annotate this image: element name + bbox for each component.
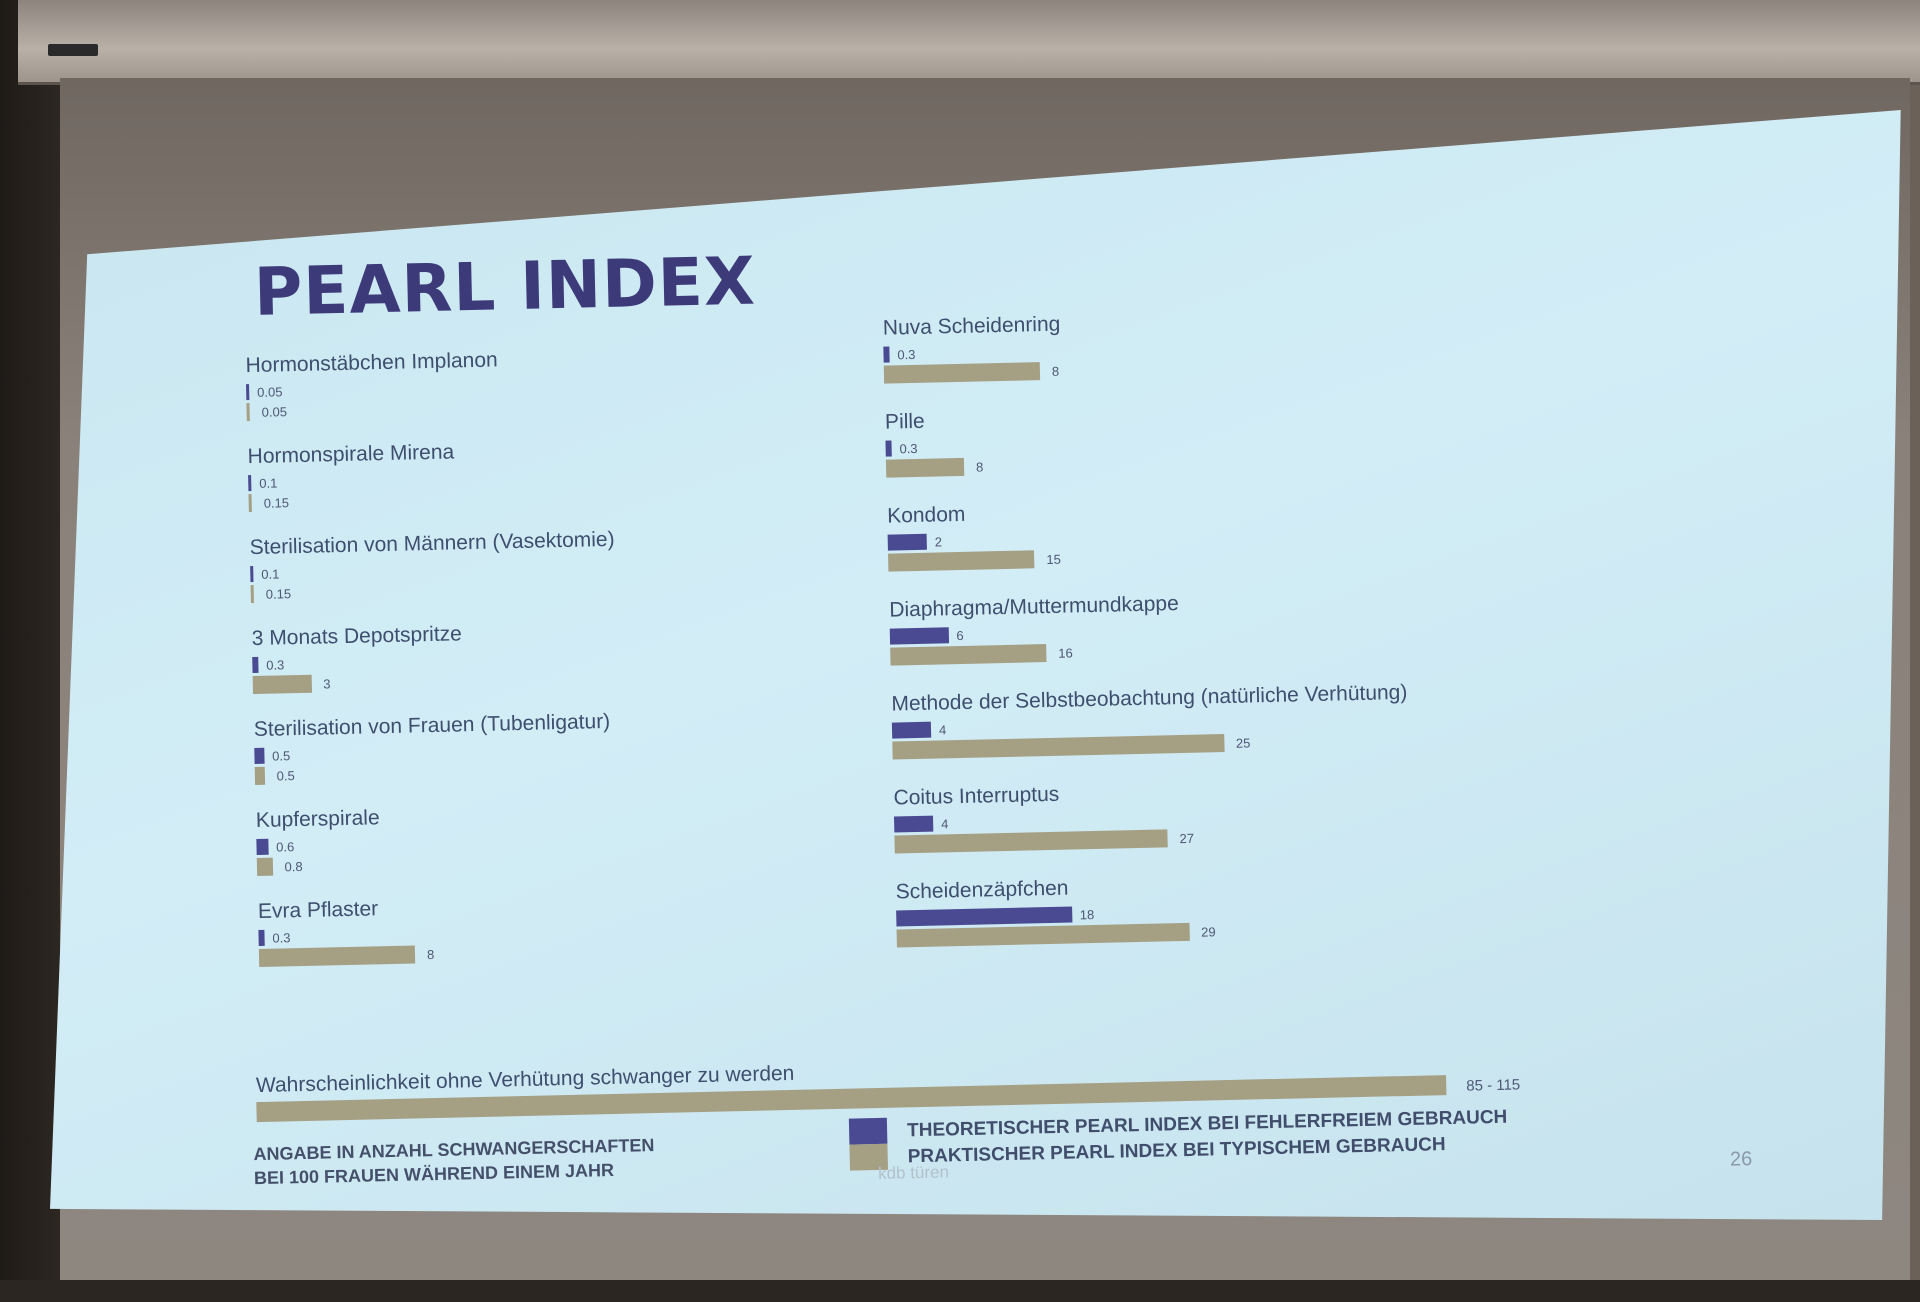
category-label: Hormonstäbchen Implanon <box>245 348 498 378</box>
bar-practical <box>246 403 250 422</box>
value-label-practical: 15 <box>1046 551 1062 568</box>
bar-practical <box>250 585 254 604</box>
bar-theoretical <box>887 533 927 551</box>
value-label-theoretical: 0.3 <box>272 930 291 946</box>
bar-theoretical <box>250 566 254 583</box>
bar-practical <box>883 362 1041 384</box>
value-label-theoretical: 0.3 <box>266 657 285 673</box>
value-label-practical: 0.15 <box>265 586 292 602</box>
value-label-theoretical: 4 <box>940 816 949 832</box>
bar-practical <box>888 550 1035 572</box>
bar-practical <box>896 922 1190 948</box>
bar-theoretical <box>896 906 1072 927</box>
bar-theoretical <box>246 384 250 401</box>
bar-practical <box>894 829 1168 854</box>
housing-logo <box>48 44 98 56</box>
value-label-theoretical: 2 <box>934 534 943 550</box>
bar-theoretical <box>893 815 934 833</box>
bar-theoretical <box>889 627 949 645</box>
bar-practical <box>885 457 965 478</box>
value-label-theoretical: 4 <box>938 722 947 738</box>
category-label: Nuva Scheidenring <box>882 312 1061 340</box>
value-label-practical: 8 <box>975 459 984 475</box>
bar-practical <box>258 945 416 967</box>
bar-practical <box>254 766 265 786</box>
category-label: Kondom <box>886 502 966 528</box>
value-label-theoretical: 6 <box>956 627 964 644</box>
category-label: Kupferspirale <box>255 806 380 833</box>
page-number: 26 <box>1729 1148 1753 1171</box>
value-label-theoretical: 0.05 <box>257 384 283 400</box>
bar-theoretical <box>891 721 932 739</box>
bar-theoretical <box>248 475 252 492</box>
value-label-theoretical: 0.1 <box>259 475 278 491</box>
bar-theoretical <box>883 346 890 363</box>
slide <box>50 110 1901 1220</box>
category-label: Evra Pflaster <box>257 897 379 923</box>
value-label-theoretical: 0.6 <box>276 839 295 855</box>
value-label-practical: 27 <box>1179 830 1195 847</box>
bar-theoretical <box>258 929 265 946</box>
value-label-theoretical: 0.5 <box>272 748 291 764</box>
value-label-practical: 0.05 <box>261 404 288 420</box>
value-label-practical: 8 <box>426 947 435 963</box>
bar-practical <box>256 857 273 877</box>
value-label-practical: 25 <box>1235 735 1251 751</box>
value-label-practical: 29 <box>1201 924 1216 940</box>
category-label: Coitus Interruptus <box>893 782 1060 810</box>
faint-watermark-text: kdb türen <box>877 1162 950 1183</box>
value-label-practical: 0.8 <box>284 858 303 875</box>
category-label: Scheidenzäpfchen <box>895 876 1069 904</box>
value-label-practical: 16 <box>1058 645 1073 661</box>
category-label: Methode der Selbstbeobachtung (natürlich… <box>891 680 1408 716</box>
category-label: Pille <box>884 409 925 434</box>
bar-theoretical <box>885 440 892 457</box>
category-label: Sterilisation von Männern (Vasektomie) <box>249 527 615 560</box>
chart-title: PEARL INDEX <box>253 242 757 331</box>
category-label: Sterilisation von Frauen (Tubenligatur) <box>253 709 611 742</box>
value-label-theoretical: 0.1 <box>261 566 280 582</box>
value-label-theoretical: 0.3 <box>899 440 918 457</box>
value-label-theoretical: 0.3 <box>897 346 916 363</box>
bar-theoretical <box>254 747 265 765</box>
value-label-practical: 0.5 <box>276 768 295 784</box>
legend-swatch-theoretical <box>848 1117 888 1145</box>
category-label: 3 Monats Depotspritze <box>251 622 463 651</box>
value-label-baseline: 85 - 115 <box>1466 1076 1521 1095</box>
value-label-practical: 8 <box>1051 363 1060 379</box>
bar-practical <box>252 674 312 695</box>
category-label: Hormonspirale Mirena <box>247 440 455 469</box>
bar-theoretical <box>256 838 269 856</box>
value-label-practical: 3 <box>323 676 331 692</box>
value-label-practical: 0.15 <box>263 495 290 511</box>
bar-practical <box>890 644 1047 666</box>
value-label-theoretical: 18 <box>1079 907 1095 923</box>
bar-theoretical <box>252 656 259 674</box>
bar-practical <box>892 734 1225 760</box>
category-label: Diaphragma/Muttermundkappe <box>889 592 1179 622</box>
bar-practical <box>248 494 252 513</box>
footnote: ANGABE IN ANZAHL SCHWANGERSCHAFTEN BEI 1… <box>253 1130 774 1190</box>
